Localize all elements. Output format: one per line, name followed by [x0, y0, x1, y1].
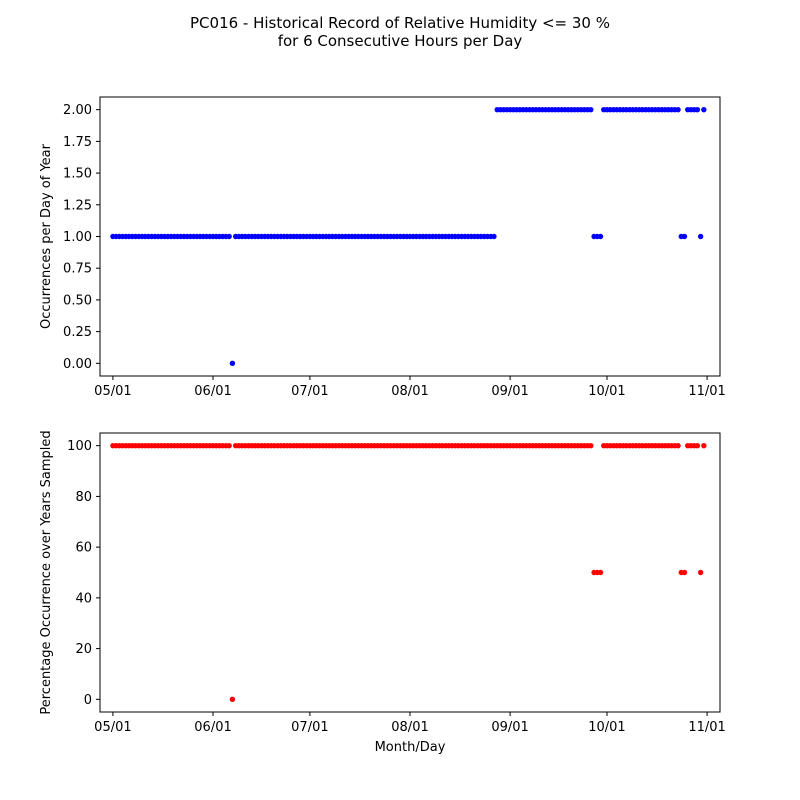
data-point: [681, 233, 688, 240]
chart-title-line-1: PC016 - Historical Record of Relative Hu…: [190, 14, 610, 32]
data-point: [229, 696, 236, 703]
data-point: [491, 233, 497, 240]
x-axis-label: Month/Day: [375, 740, 446, 755]
data-point: [588, 442, 594, 449]
data-point: [588, 106, 594, 113]
data-point: [226, 442, 232, 449]
y-tick-label: 0.25: [63, 325, 92, 340]
data-point: [701, 442, 707, 449]
y-tick-label: 2.00: [63, 103, 92, 118]
y-tick-label: 100: [67, 439, 92, 454]
y-tick-label: 1.25: [63, 198, 92, 213]
chart-title-line-2: for 6 Consecutive Hours per Day: [277, 32, 523, 50]
data-point: [697, 233, 704, 240]
x-tick-label: 07/01: [291, 720, 328, 735]
x-tick-label: 09/01: [491, 384, 528, 399]
y-tick-label: 1.00: [63, 230, 92, 245]
x-tick-label: 05/01: [94, 720, 131, 735]
x-tick-label: 06/01: [194, 384, 231, 399]
data-point: [597, 233, 604, 240]
data-point: [597, 569, 604, 576]
y-tick-label: 80: [75, 490, 92, 505]
data-point: [701, 106, 707, 113]
y-axis-label: Occurrences per Day of Year: [39, 143, 54, 329]
series-points: [110, 106, 707, 367]
data-point: [675, 106, 681, 113]
x-tick-label: 08/01: [391, 720, 428, 735]
y-tick-label: 0.00: [63, 357, 92, 372]
x-tick-label: 05/01: [94, 384, 131, 399]
bottom-panel: 0 20 40 60 80 100 05/01 06/01 07/01 08/01 09/01 10/…: [39, 430, 726, 755]
y-tick-label: 20: [75, 642, 92, 657]
y-tick-label: 60: [75, 541, 92, 556]
data-point: [229, 360, 236, 367]
y-tick-label: 0.50: [63, 293, 92, 308]
axes-frame: [99, 432, 721, 713]
x-tick-label: 06/01: [194, 720, 231, 735]
x-tick-label: 09/01: [491, 720, 528, 735]
y-tick-label: 40: [75, 591, 92, 606]
y-tick-label: 1.50: [63, 167, 92, 182]
x-tick-label: 10/01: [588, 720, 625, 735]
x-tick-label: 11/01: [688, 720, 725, 735]
y-tick-label: 1.75: [63, 135, 92, 150]
x-tick-label: 07/01: [291, 384, 328, 399]
top-panel: 0.00 0.25 0.50 0.75 1.00 1.25 1.50 1.75 2.00 05/0…: [39, 96, 726, 399]
y-tick-label: 0.75: [63, 262, 92, 277]
data-point: [226, 233, 232, 240]
y-axis-label: Percentage Occurrence over Years Sampled: [39, 430, 54, 714]
data-point: [694, 442, 701, 449]
series-points: [110, 442, 707, 703]
x-tick-label: 08/01: [391, 384, 428, 399]
data-point: [694, 106, 701, 113]
data-point: [681, 569, 688, 576]
x-tick-label: 10/01: [588, 384, 625, 399]
data-point: [675, 442, 681, 449]
y-tick-label: 0: [84, 693, 92, 708]
x-tick-label: 11/01: [688, 384, 725, 399]
data-point: [697, 569, 704, 576]
